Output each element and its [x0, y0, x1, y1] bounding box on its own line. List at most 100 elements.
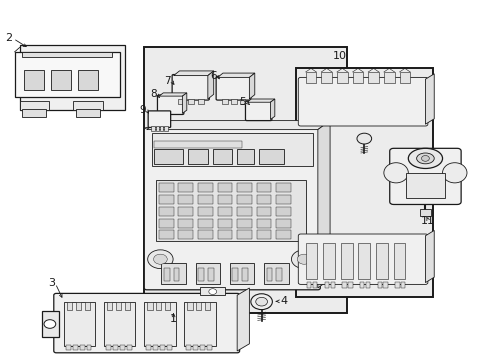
FancyBboxPatch shape [298, 234, 427, 284]
Bar [178, 99, 184, 104]
FancyBboxPatch shape [144, 128, 320, 290]
Bar [159, 183, 173, 192]
Bar [259, 149, 283, 164]
Bar [405, 173, 444, 198]
Bar [76, 109, 100, 117]
Bar [113, 345, 118, 350]
Bar [276, 219, 290, 228]
Bar [222, 99, 227, 104]
Ellipse shape [44, 320, 56, 328]
Bar [193, 345, 198, 350]
Bar [204, 302, 210, 310]
Bar [126, 345, 131, 350]
Bar [383, 72, 394, 83]
Polygon shape [246, 99, 274, 102]
Bar [206, 345, 211, 350]
Bar [178, 230, 193, 239]
Bar [78, 70, 98, 90]
Bar [237, 230, 251, 239]
Bar [196, 302, 201, 310]
Bar [295, 68, 432, 297]
Polygon shape [237, 288, 249, 351]
Polygon shape [173, 71, 213, 76]
Bar [186, 345, 191, 350]
Bar [365, 282, 369, 288]
Text: 5: 5 [239, 96, 245, 107]
Bar [323, 243, 334, 279]
Bar [166, 345, 171, 350]
Bar [276, 207, 290, 216]
Bar [160, 126, 163, 131]
Bar [264, 263, 288, 284]
Ellipse shape [383, 163, 407, 183]
Bar [73, 101, 102, 110]
Bar [377, 282, 381, 288]
Bar [86, 345, 91, 350]
Bar [237, 149, 254, 164]
Text: 11: 11 [420, 216, 434, 226]
Bar [103, 302, 135, 346]
Bar [153, 345, 158, 350]
Bar [321, 72, 331, 83]
Bar [154, 149, 183, 164]
Polygon shape [182, 93, 186, 113]
Bar [144, 47, 346, 313]
Bar [383, 282, 387, 288]
Bar [229, 263, 254, 284]
Bar [358, 243, 369, 279]
Text: 6: 6 [209, 71, 216, 81]
Bar [200, 287, 224, 295]
Bar [164, 126, 167, 131]
Bar [84, 302, 90, 310]
Ellipse shape [255, 297, 267, 306]
Bar [305, 243, 317, 279]
FancyBboxPatch shape [157, 95, 183, 114]
Bar [256, 183, 271, 192]
Ellipse shape [291, 250, 316, 269]
Bar [159, 195, 173, 204]
Bar [306, 282, 311, 288]
Bar [375, 243, 387, 279]
FancyBboxPatch shape [298, 77, 427, 126]
Bar [160, 345, 164, 350]
Bar [178, 183, 193, 192]
Bar [207, 268, 213, 281]
Bar [256, 207, 271, 216]
Bar [237, 183, 251, 192]
Bar [198, 207, 212, 216]
Bar [15, 52, 120, 97]
Bar [330, 282, 334, 288]
Bar [198, 268, 203, 281]
Bar [159, 207, 173, 216]
Bar [347, 282, 352, 288]
Bar [164, 302, 170, 310]
Bar [51, 70, 71, 90]
Polygon shape [317, 121, 329, 288]
Ellipse shape [153, 254, 167, 264]
Bar [336, 72, 347, 83]
FancyBboxPatch shape [245, 101, 271, 121]
Ellipse shape [416, 153, 433, 164]
Bar [188, 99, 194, 104]
Bar [41, 311, 59, 337]
Bar [187, 302, 192, 310]
Bar [419, 209, 430, 216]
Bar [161, 263, 185, 284]
FancyBboxPatch shape [389, 148, 460, 204]
Bar [178, 219, 193, 228]
Bar [155, 126, 159, 131]
Bar [237, 195, 251, 204]
Bar [143, 302, 175, 346]
Bar [217, 195, 232, 204]
Bar [198, 99, 203, 104]
Bar [399, 72, 409, 83]
Text: 9: 9 [139, 105, 145, 115]
Bar [124, 302, 130, 310]
Ellipse shape [356, 133, 371, 144]
Bar [266, 268, 272, 281]
Bar [173, 268, 179, 281]
Bar [367, 72, 378, 83]
Bar [312, 282, 317, 288]
Bar [195, 263, 220, 284]
Bar [217, 219, 232, 228]
